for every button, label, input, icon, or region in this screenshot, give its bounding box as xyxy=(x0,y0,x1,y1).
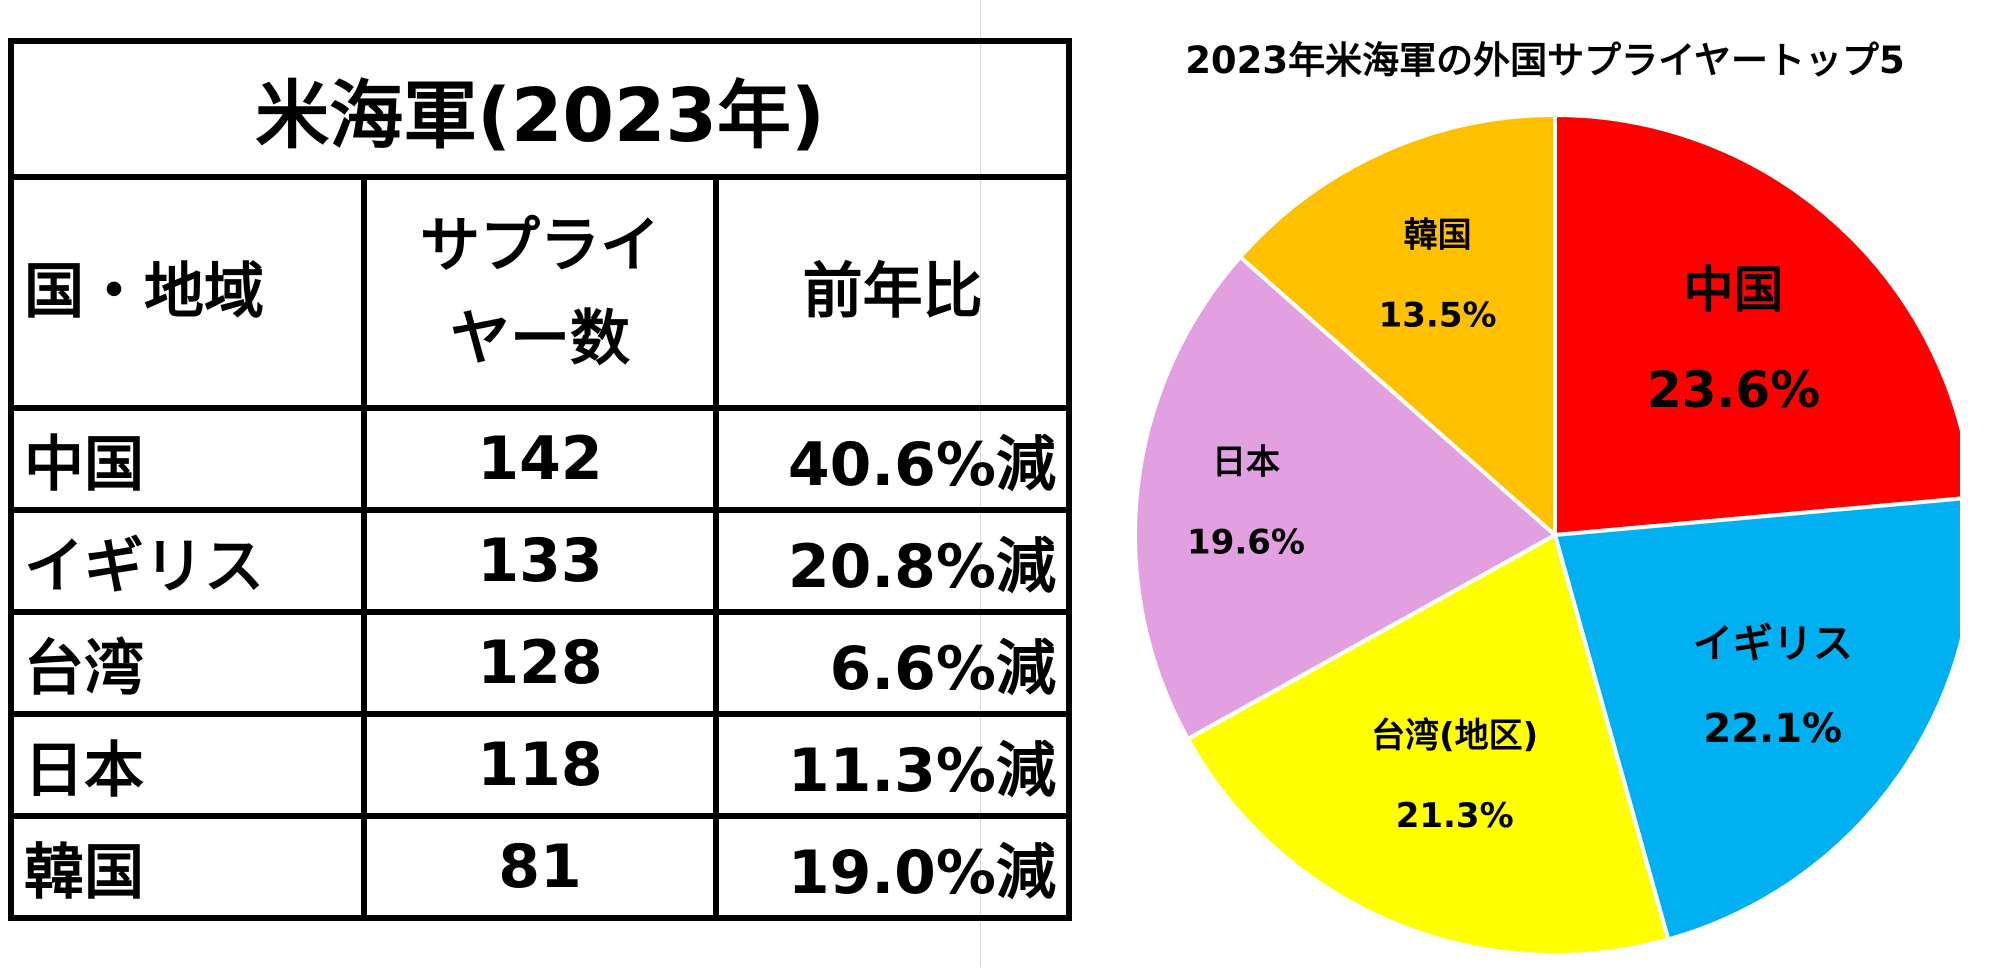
slice-label: 中国 xyxy=(1684,261,1784,319)
header-supplier-count-line2: ヤー数 xyxy=(449,303,630,374)
slice-value-label: 19.6% xyxy=(1187,522,1305,562)
table-header-row: 国・地域 サプライ ヤー数 前年比 xyxy=(8,174,1072,411)
slice-label: 台湾(地区) xyxy=(1371,716,1538,756)
table-row: 韓国 81 19.0%減 xyxy=(8,813,1072,921)
slice-label: 日本 xyxy=(1212,442,1280,482)
cell-country: 日本 xyxy=(8,711,367,819)
table-title: 米海軍(2023年) xyxy=(8,38,1072,180)
slice-value-label: 13.5% xyxy=(1379,296,1497,336)
cell-yoy-change: 6.6%減 xyxy=(713,609,1072,717)
pie-slice xyxy=(1185,532,1671,957)
table-row: 台湾 128 6.6%減 xyxy=(8,609,1072,717)
cell-country: イギリス xyxy=(8,507,367,615)
cell-country: 中国 xyxy=(8,405,367,513)
pie-slice xyxy=(1552,496,1960,942)
cell-country: 台湾 xyxy=(8,609,367,717)
cell-yoy-change: 40.6%減 xyxy=(713,405,1072,513)
slice-value-label: 23.6% xyxy=(1647,361,1820,419)
cell-yoy-change: 19.0%減 xyxy=(713,813,1072,921)
cell-country: 韓国 xyxy=(8,813,367,921)
table-row: イギリス 133 20.8%減 xyxy=(8,507,1072,615)
cell-supplier-count: 118 xyxy=(360,711,720,819)
slice-value-label: 22.1% xyxy=(1703,706,1842,752)
header-country: 国・地域 xyxy=(8,174,367,411)
pie-slice xyxy=(1553,112,1960,538)
table-row: 中国 142 40.6%減 xyxy=(8,405,1072,513)
cell-yoy-change: 11.3%減 xyxy=(713,711,1072,819)
cell-supplier-count: 81 xyxy=(360,813,720,921)
pie-chart: 中国 23.6% イギリス 22.1% 台湾(地区) 21.3% 日本 19.6% 韓国 13.5… xyxy=(1133,112,1960,957)
cell-supplier-count: 133 xyxy=(360,507,720,615)
cell-supplier-count: 142 xyxy=(360,405,720,513)
pie-slice xyxy=(1133,254,1559,742)
slice-label: 韓国 xyxy=(1404,216,1472,256)
header-supplier-count: サプライ ヤー数 xyxy=(360,174,720,411)
slice-value-label: 21.3% xyxy=(1396,796,1514,836)
table-row: 日本 118 11.3%減 xyxy=(8,711,1072,819)
header-yoy-change: 前年比 xyxy=(713,174,1072,411)
chart-title: 2023年米海軍の外国サプライヤートップ5 xyxy=(1185,39,1905,82)
header-supplier-count-line1: サプライ xyxy=(419,210,660,281)
cell-supplier-count: 128 xyxy=(360,609,720,717)
pie-slice xyxy=(1237,112,1557,540)
supplier-table: 米海軍(2023年) 国・地域 サプライ ヤー数 前年比 中国 142 40.6… xyxy=(8,38,1072,921)
slice-label: イギリス xyxy=(1693,621,1853,667)
cell-yoy-change: 20.8%減 xyxy=(713,507,1072,615)
